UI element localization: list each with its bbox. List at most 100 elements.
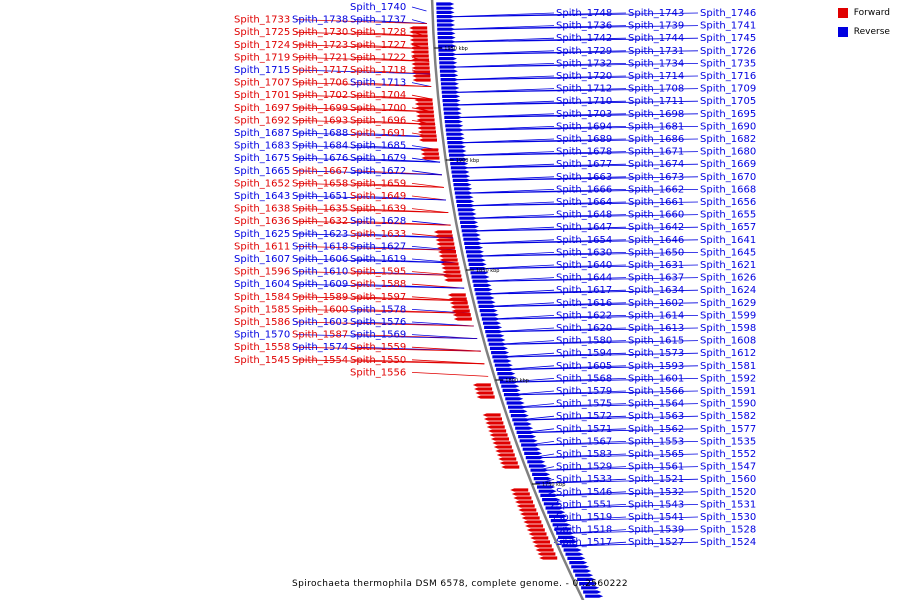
gene-label: Spith_1698 [628, 109, 684, 120]
leader-line [468, 239, 699, 245]
leader-line [295, 359, 485, 365]
reverse-gene-arrow [585, 594, 604, 598]
leader-line [295, 271, 462, 276]
reverse-gene-arrow [565, 552, 584, 556]
leader-line [295, 57, 430, 62]
gene-label: Spith_1644 [556, 273, 612, 284]
leader-line [500, 365, 699, 371]
gene-arrows [409, 2, 604, 598]
gene-label: Spith_1618 [292, 241, 348, 252]
forward-gene-arrow [410, 46, 429, 50]
gene-label: Spith_1550 [350, 355, 406, 366]
gene-label: Spith_1666 [556, 184, 612, 195]
gene-label: Spith_1631 [628, 260, 684, 271]
forward-gene-arrow [416, 114, 435, 118]
gene-label: Spith_1547 [700, 462, 756, 473]
forward-gene-arrow [492, 441, 511, 445]
gene-label: Spith_1670 [700, 172, 756, 183]
reverse-gene-arrow [445, 124, 464, 128]
forward-gene-arrow [475, 391, 494, 395]
leader-line [549, 504, 699, 509]
leader-line [295, 246, 456, 251]
leader-line [441, 37, 699, 43]
forward-gene-arrow [415, 110, 434, 114]
reverse-gene-arrow [583, 590, 602, 594]
reverse-gene-arrow [441, 86, 460, 90]
gene-label: Spith_1654 [556, 235, 612, 246]
forward-gene-arrow [411, 62, 430, 66]
gene-label: Spith_1524 [700, 537, 756, 548]
reverse-gene-arrow [486, 334, 505, 338]
leader-line [441, 25, 699, 30]
reverse-gene-arrow [454, 187, 473, 191]
gene-label: Spith_1662 [628, 184, 684, 195]
forward-gene-arrow [411, 66, 430, 70]
gene-label: Spith_1521 [628, 474, 684, 485]
reverse-gene-arrow [436, 15, 455, 19]
gene-label: Spith_1733 [234, 15, 290, 26]
gene-label: Spith_1684 [292, 141, 348, 152]
forward-gene-arrow [410, 50, 429, 54]
forward-gene-arrow [525, 524, 544, 528]
leader-line [453, 151, 699, 156]
forward-gene-arrow [490, 437, 509, 441]
reverse-gene-arrow [465, 246, 484, 250]
gene-label: Spith_1589 [292, 292, 348, 303]
gene-label: Spith_1519 [556, 512, 612, 523]
gene-label: Spith_1632 [292, 216, 348, 227]
reverse-gene-arrow [439, 61, 458, 65]
reverse-gene-arrow [446, 136, 465, 140]
leader-line [295, 157, 441, 163]
leader-line [449, 126, 699, 131]
leader-line [463, 214, 699, 219]
gene-label: Spith_1578 [350, 304, 406, 315]
reverse-swatch [837, 27, 848, 37]
gene-label: Spith_1723 [292, 40, 348, 51]
reverse-gene-arrow [543, 502, 562, 506]
legend-reverse: Reverse [837, 27, 890, 37]
reverse-gene-arrow [468, 262, 487, 266]
forward-gene-arrow [415, 106, 434, 110]
gene-label: Spith_1649 [350, 191, 406, 202]
gene-label: Spith_1620 [556, 323, 612, 334]
gene-label: Spith_1731 [628, 46, 684, 57]
reverse-gene-arrow [499, 380, 518, 384]
leader-line [411, 82, 432, 87]
reverse-gene-arrow [579, 582, 598, 586]
gene-label: Spith_1599 [700, 310, 756, 321]
gene-label: Spith_1584 [234, 292, 290, 303]
gene-label: Spith_1661 [628, 197, 684, 208]
scale-marks: 1950 kbp 1900 kbp 1850 kbp 1800 kbp 1750 kbp [434, 46, 565, 488]
gene-label: Spith_1691 [350, 128, 406, 139]
gene-label: Spith_1520 [700, 487, 756, 498]
forward-gene-arrow [411, 70, 430, 74]
gene-label: Spith_1748 [556, 8, 612, 19]
label-leaders [295, 6, 699, 547]
gene-label: Spith_1740 [350, 2, 406, 13]
scale-label: 1800 kbp [505, 378, 529, 384]
reverse-gene-arrow [550, 519, 569, 523]
forward-gene-arrow [498, 457, 517, 461]
reverse-gene-arrow [563, 548, 582, 552]
gene-label: Spith_1518 [556, 525, 612, 536]
gene-label: Spith_1567 [556, 436, 612, 447]
reverse-gene-arrow [494, 363, 513, 367]
reverse-gene-arrow [450, 162, 469, 166]
reverse-gene-arrow [461, 229, 480, 233]
gene-label: Spith_1562 [628, 424, 684, 435]
reverse-gene-arrow [449, 153, 468, 157]
gene-label: Spith_1636 [234, 216, 290, 227]
reverse-gene-arrow [471, 275, 490, 279]
gene-label: Spith_1626 [700, 273, 756, 284]
gene-label: Spith_1712 [556, 84, 612, 95]
leader-line [411, 372, 489, 377]
gene-label: Spith_1543 [628, 499, 684, 510]
gene-label: Spith_1674 [628, 159, 684, 170]
forward-gene-arrow [526, 528, 545, 532]
gene-label: Spith_1566 [628, 386, 684, 397]
leader-line [445, 88, 699, 93]
reverse-gene-arrow [444, 115, 463, 119]
forward-gene-arrow [437, 250, 456, 254]
leader-line [534, 466, 699, 471]
gene-label: Spith_1602 [628, 298, 684, 309]
